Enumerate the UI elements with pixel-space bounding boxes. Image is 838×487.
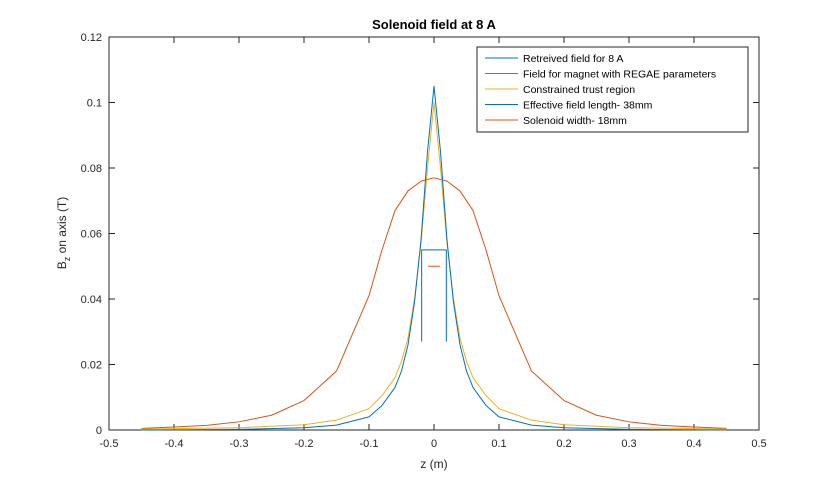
x-tick-label: -0.4 <box>165 438 184 450</box>
legend-label: Solenoid width- 18mm <box>523 115 627 127</box>
legend-box <box>476 46 749 133</box>
x-tick-label: 0 <box>431 438 437 450</box>
x-tick-label: 0.5 <box>751 438 766 450</box>
x-axis-label: z (m) <box>420 457 447 471</box>
x-tick-label: 0.4 <box>686 438 701 450</box>
y-tick-label: 0.08 <box>81 163 102 175</box>
ticks: -0.5 -0.4 -0.3 -0.2 -0.1 0 0.1 0.2 0.3 0.4 0.5 0 0.0… <box>81 32 767 450</box>
x-tick-label: -0.2 <box>295 438 314 450</box>
x-tick-label: -0.3 <box>230 438 249 450</box>
y-axis-label-sub: z <box>62 256 72 261</box>
y-tick-label: 0.06 <box>81 229 102 241</box>
legend-label: Field for magnet with REGAE parameters <box>523 69 716 81</box>
y-tick-label: 0 <box>96 425 102 437</box>
series-layer <box>141 85 727 431</box>
legend-label: Effective field length- 38mm <box>523 100 653 112</box>
series-line-effective-length <box>421 249 447 342</box>
y-tick-label: 0.1 <box>87 98 102 110</box>
x-tick-label: 0.1 <box>491 438 506 450</box>
series-line-retrieved-field <box>141 85 727 431</box>
x-tick-label: 0.2 <box>556 438 571 450</box>
legend-label: Retreived field for 8 A <box>523 53 623 65</box>
legend-label: Constrained trust region <box>523 84 635 96</box>
y-axis-label-rest: on axis (T) <box>55 197 69 257</box>
legend: Retreived field for 8 A Field for magnet … <box>476 46 749 133</box>
y-tick-label: 0.12 <box>81 32 102 44</box>
legend-items: Retreived field for 8 A Field for magnet … <box>485 53 716 127</box>
y-tick-label: 0.02 <box>81 360 102 372</box>
y-axis-label: Bz on axis (T) <box>55 197 72 270</box>
chart-title: Solenoid field at 8 A <box>372 17 496 32</box>
y-tick-label: 0.04 <box>81 294 102 306</box>
x-tick-label: 0.3 <box>621 438 636 450</box>
y-axis-label-main: B <box>55 261 69 269</box>
x-tick-label: -0.5 <box>100 438 119 450</box>
x-tick-label: -0.1 <box>360 438 379 450</box>
series-line-regae-field <box>141 177 727 429</box>
series-line-trust-region <box>141 102 727 430</box>
